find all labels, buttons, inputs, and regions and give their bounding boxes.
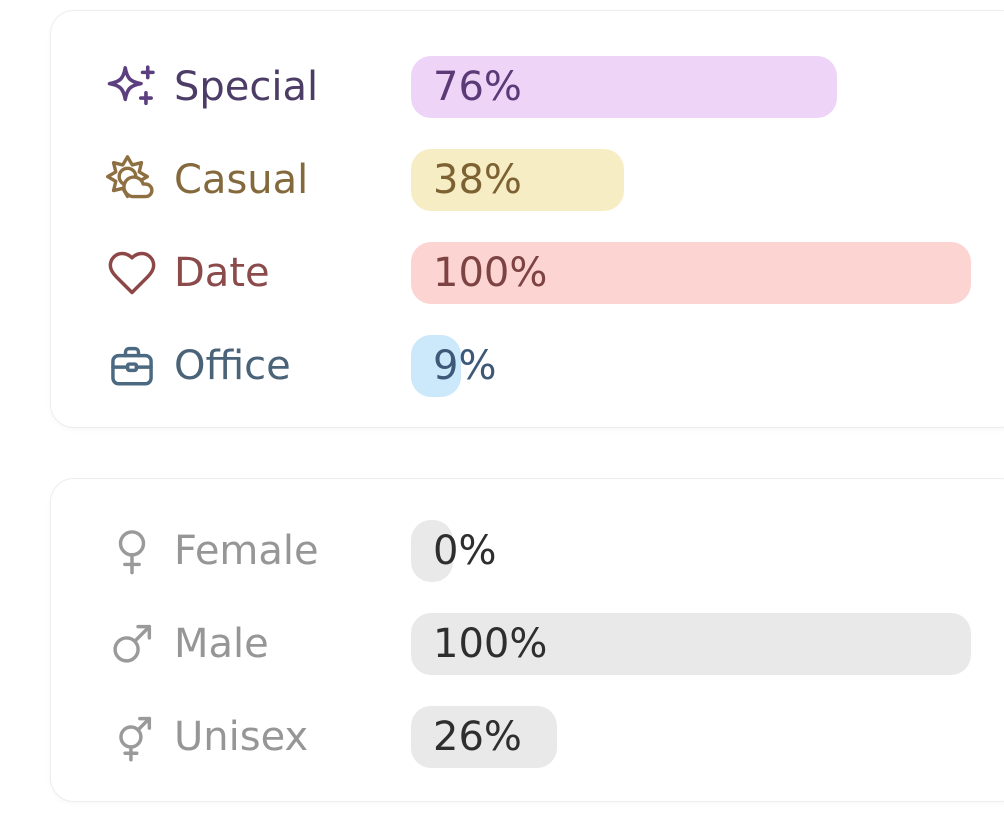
percent-value: 38%: [433, 157, 522, 203]
occasion-row-special: Special 76%: [51, 56, 1004, 118]
percent-bar-track: 0%: [411, 520, 971, 582]
percent-bar-track: 26%: [411, 706, 971, 768]
percent-value: 100%: [433, 621, 548, 667]
percent-bar-fill: [411, 520, 453, 582]
heart-icon: [104, 245, 160, 301]
percent-bar-track: 100%: [411, 613, 971, 675]
category-label: Special: [174, 64, 319, 110]
gender-row-female: Female 0%: [51, 520, 1004, 582]
gender-row-unisex: Unisex 26%: [51, 706, 1004, 768]
percent-bar-track: 100%: [411, 242, 971, 304]
category-label: Date: [174, 250, 270, 296]
category-label: Office: [174, 343, 291, 389]
sparkles-icon: [104, 59, 160, 115]
percent-bar-fill: [411, 56, 837, 118]
percent-bar-fill: [411, 613, 971, 675]
male-icon: [104, 616, 160, 672]
unisex-icon: [104, 709, 160, 765]
percent-value: 9%: [433, 343, 497, 389]
percent-bar-fill: [411, 335, 462, 397]
occasion-stats-card: Special 76% Casual 38% Date 10: [50, 10, 1004, 428]
gender-stats-card: Female 0% Male 100%: [50, 478, 1004, 802]
occasion-row-office: Office 9%: [51, 335, 1004, 397]
female-icon: [104, 523, 160, 579]
percent-bar-fill: [411, 706, 557, 768]
percent-bar-track: 76%: [411, 56, 971, 118]
percent-bar-fill: [411, 149, 624, 211]
category-label: Casual: [174, 157, 309, 203]
occasion-row-casual: Casual 38%: [51, 149, 1004, 211]
category-label: Female: [174, 528, 319, 574]
percent-bar-fill: [411, 242, 971, 304]
category-label: Unisex: [174, 714, 309, 760]
percent-value: 76%: [433, 64, 522, 110]
gender-row-male: Male 100%: [51, 613, 1004, 675]
occasion-row-date: Date 100%: [51, 242, 1004, 304]
briefcase-icon: [104, 338, 160, 394]
percent-value: 0%: [433, 528, 497, 574]
percent-value: 100%: [433, 250, 548, 296]
percent-value: 26%: [433, 714, 522, 760]
category-label: Male: [174, 621, 269, 667]
percent-bar-track: 9%: [411, 335, 971, 397]
sun-cloud-icon: [104, 152, 160, 208]
percent-bar-track: 38%: [411, 149, 971, 211]
